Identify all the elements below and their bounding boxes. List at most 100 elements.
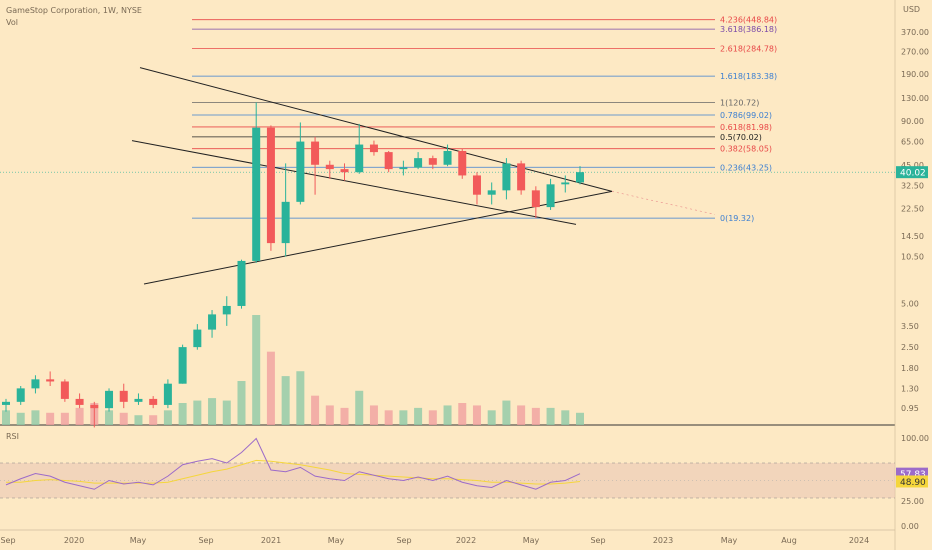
time-tick-label: 2020 xyxy=(64,536,84,545)
volume-bar xyxy=(281,376,290,425)
candle-body xyxy=(46,379,55,382)
volume-bar xyxy=(119,412,128,425)
volume-bar xyxy=(16,412,25,425)
candle-body xyxy=(369,144,378,153)
last-price-value: 40.02 xyxy=(900,169,926,179)
candle-body xyxy=(105,390,114,409)
candle-body xyxy=(266,127,275,244)
time-tick-label: Sep xyxy=(396,536,411,545)
time-tick-label: May xyxy=(328,536,345,545)
price-tick-label: 10.50 xyxy=(901,253,924,262)
candle-body xyxy=(311,141,320,165)
candle-body xyxy=(546,184,555,208)
candle-body xyxy=(60,381,69,399)
volume-bar xyxy=(208,398,217,425)
volume-bar xyxy=(266,351,275,425)
fib-label-1.618: 1.618(183.38) xyxy=(720,72,777,81)
trendline-support xyxy=(143,190,613,285)
candle-body xyxy=(399,167,408,170)
price-tick-label: 32.50 xyxy=(901,181,924,190)
rsi-band xyxy=(0,463,895,498)
volume-bar xyxy=(222,400,231,425)
rsi-label: RSI xyxy=(6,432,19,441)
volume-bar xyxy=(193,400,202,425)
time-tick-label: 2024 xyxy=(849,536,869,545)
time-tick-label: May xyxy=(721,536,738,545)
volume-bar xyxy=(576,412,584,425)
candle-body xyxy=(16,388,25,402)
price-tick-label: 370.00 xyxy=(901,28,929,37)
candle-body xyxy=(237,260,246,306)
price-tick-label: 5.00 xyxy=(901,299,919,308)
candle-body xyxy=(208,314,217,330)
candle-body xyxy=(2,401,10,405)
price-tick-label: 65.00 xyxy=(901,138,924,147)
volume-bar xyxy=(2,410,10,425)
price-axis-currency: USD xyxy=(903,5,920,14)
volume-bar xyxy=(458,403,467,425)
volume-bar xyxy=(311,395,320,425)
fib-label-1: 1(120.72) xyxy=(720,99,759,108)
volume-bar xyxy=(178,403,187,425)
volume-bar xyxy=(399,410,408,425)
last-price-tag xyxy=(896,166,928,179)
rsi-ma-tag xyxy=(896,475,928,488)
volume-bar xyxy=(134,415,143,425)
volume-bar xyxy=(325,405,334,425)
candle-body xyxy=(443,150,452,165)
fib-label-0.5: 0.5(70.02) xyxy=(720,133,762,142)
candle-body xyxy=(458,150,467,176)
trendline-upper xyxy=(139,67,613,192)
volume-label: Vol xyxy=(6,18,18,27)
volume-bar xyxy=(296,371,305,425)
volume-bar xyxy=(46,412,55,425)
volume-bar xyxy=(472,405,481,425)
price-tick-label: 22.50 xyxy=(901,204,924,213)
candle-body xyxy=(414,158,423,168)
price-tick-label: 0.95 xyxy=(901,404,919,413)
volume-bar xyxy=(237,381,246,425)
volume-bar xyxy=(531,407,540,425)
candle-body xyxy=(561,182,570,185)
candle-body xyxy=(428,158,437,165)
rsi-tick-label: 0.00 xyxy=(901,522,919,531)
time-tick-label: 2023 xyxy=(653,536,673,545)
volume-bar xyxy=(340,407,349,425)
price-tick-label: 1.80 xyxy=(901,364,919,373)
candle-body xyxy=(90,404,99,409)
chart-title: GameStop Corporation, 1W, NYSE xyxy=(6,6,142,15)
price-tick-label: 270.00 xyxy=(901,48,929,57)
price-tick-label: 2.50 xyxy=(901,343,919,352)
volume-bar xyxy=(546,407,555,425)
candle-body xyxy=(502,163,511,191)
candle-body xyxy=(252,127,261,261)
candle-body xyxy=(355,144,364,173)
price-tick-label: 1.30 xyxy=(901,384,919,393)
candle-body xyxy=(472,175,481,195)
candle-body xyxy=(134,398,143,402)
projection-line xyxy=(611,191,716,215)
volume-bar xyxy=(105,410,114,425)
volume-bar xyxy=(428,410,437,425)
volume-bar xyxy=(31,410,40,425)
fib-label-4.236: 4.236(448.84) xyxy=(720,16,777,25)
time-tick-label: 2021 xyxy=(261,536,281,545)
volume-bar xyxy=(355,390,364,425)
rsi-value: 57.83 xyxy=(900,470,926,480)
volume-bar xyxy=(487,410,496,425)
fib-label-2.618: 2.618(284.78) xyxy=(720,44,777,53)
time-tick-label: Sep xyxy=(0,536,15,545)
price-tick-label: 3.50 xyxy=(901,322,919,331)
rsi-tick-label: 100.00 xyxy=(901,434,929,443)
trendline-lower xyxy=(131,140,577,225)
rsi-tick-label: 25.00 xyxy=(901,497,924,506)
candle-body xyxy=(487,190,496,195)
candle-body xyxy=(281,201,290,244)
time-tick-label: May xyxy=(130,536,147,545)
candle-body xyxy=(531,190,540,208)
volume-bar xyxy=(517,405,526,425)
candle-body xyxy=(75,398,84,405)
time-tick-label: May xyxy=(523,536,540,545)
volume-bar xyxy=(369,405,378,425)
